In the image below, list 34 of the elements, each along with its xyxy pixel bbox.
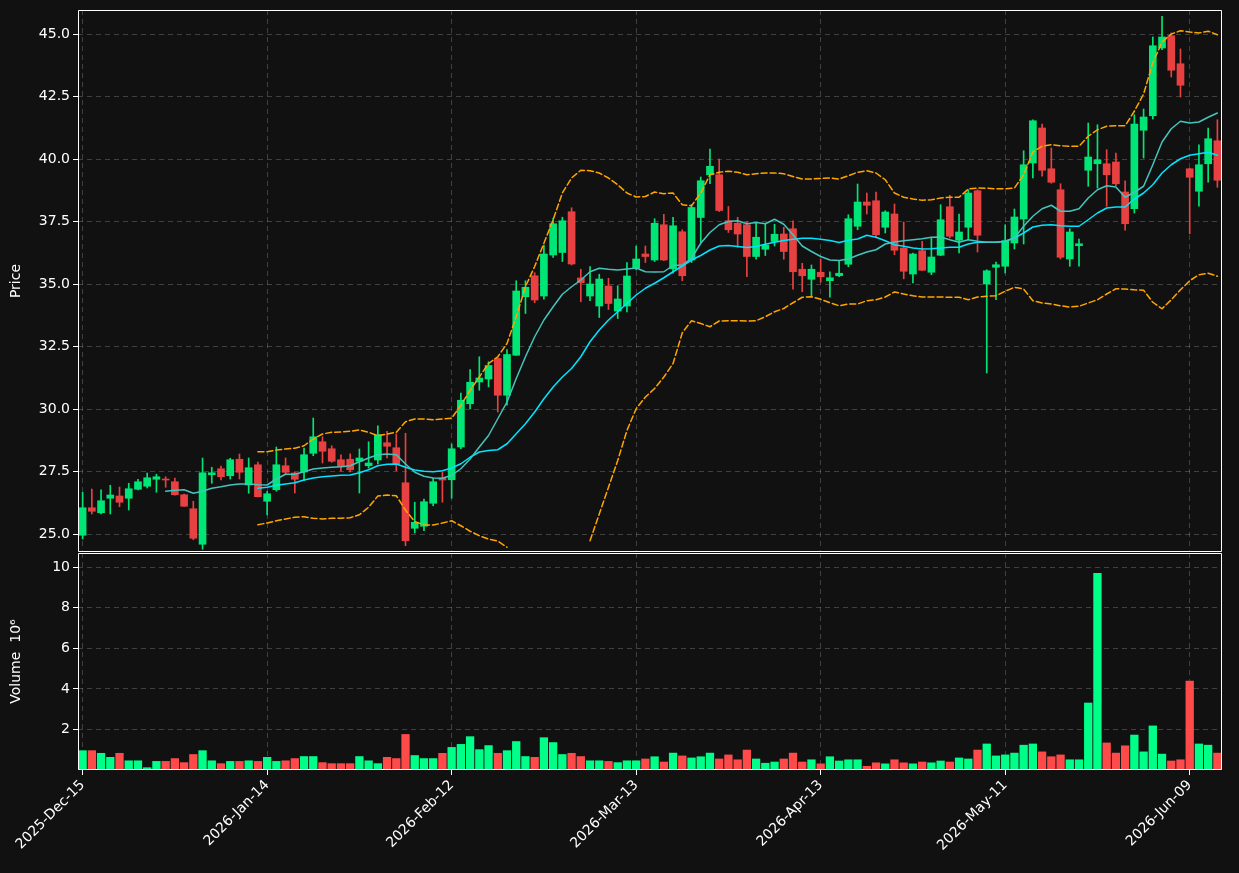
y-tick-label: 32.5 [38,337,70,354]
bar [604,761,613,770]
y-tick-label: 25.0 [38,524,70,541]
bar [650,756,659,770]
y-tick-label: 37.5 [38,212,70,229]
bar [493,752,502,770]
candlestick [383,430,391,459]
y-tick-label: 35.0 [38,274,70,291]
bar [668,752,678,770]
y-tick-label: 8 [61,598,70,615]
y-tick-label: 4 [61,679,71,696]
y-tick-label: 42.5 [38,87,70,104]
bar [807,759,816,770]
bar [973,749,982,770]
y-axis-title: Volume 10⁶ [7,618,24,704]
y-tick-label: 2 [61,720,70,737]
bar [78,750,87,770]
y-tick-label: 30.0 [38,399,70,416]
bar [115,752,124,770]
bar [1213,752,1222,770]
bar [235,761,244,770]
bar [244,760,253,770]
y-tick-label: 40.0 [38,149,70,166]
y-tick-label: 45.0 [38,24,70,41]
y-axis-title: Price [7,263,24,299]
y-tick-label: 27.5 [38,462,70,479]
bar [641,758,650,770]
candlestick [207,466,216,484]
line-series [257,30,1219,453]
y-tick-label: 6 [61,638,71,655]
candlestick [88,488,96,515]
bar [438,752,447,770]
bar [87,750,96,770]
y-tick-label: 10 [52,557,70,574]
